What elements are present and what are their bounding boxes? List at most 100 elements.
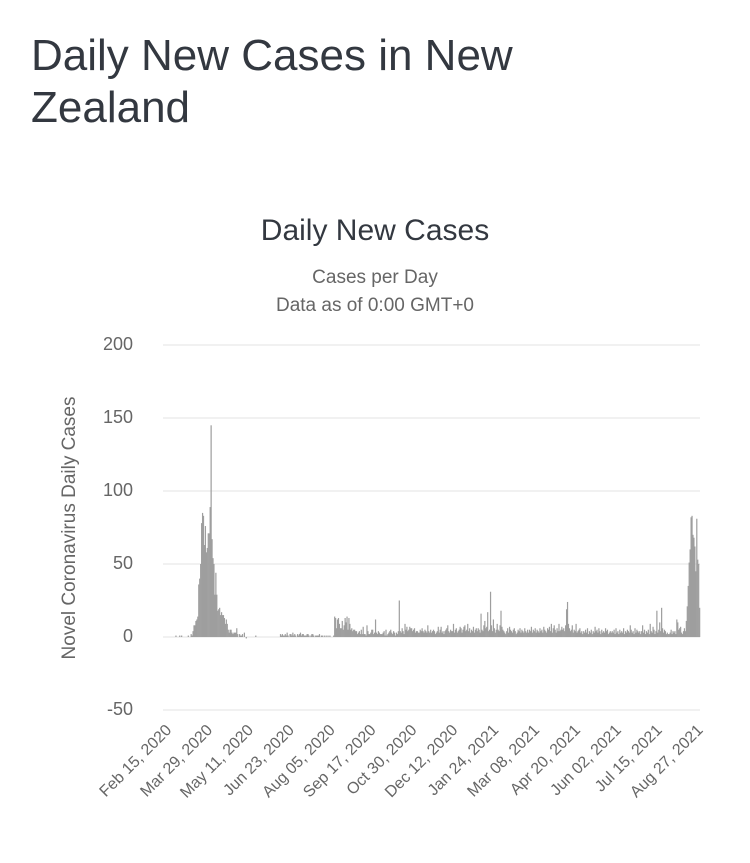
bar (536, 629, 538, 637)
bar (449, 632, 451, 637)
bar (348, 618, 350, 637)
bar (496, 623, 498, 637)
bar (313, 635, 315, 637)
y-tick-label: 150 (103, 407, 133, 427)
bar (501, 626, 503, 637)
bar (218, 609, 220, 637)
bar (455, 628, 457, 637)
bar (195, 620, 197, 637)
bar (201, 523, 203, 637)
bar (640, 634, 642, 637)
bar (283, 635, 285, 637)
bar (537, 631, 539, 637)
bar (351, 628, 353, 637)
bar (595, 631, 597, 637)
bar (382, 632, 384, 637)
bar (519, 628, 521, 637)
bar (533, 631, 535, 637)
bar (318, 634, 321, 637)
bar (405, 629, 407, 637)
bar (596, 629, 598, 637)
bar (240, 635, 243, 637)
page-title: Daily New Cases in New Zealand (31, 31, 513, 132)
bar (520, 632, 522, 637)
bar (337, 618, 340, 637)
bar (236, 628, 238, 637)
bar (499, 625, 501, 637)
bar (196, 619, 198, 637)
bar (393, 632, 396, 637)
bar (396, 634, 399, 637)
bar (578, 629, 580, 637)
bar (603, 631, 605, 637)
bar (323, 635, 325, 637)
bar (220, 615, 222, 637)
bar (403, 634, 405, 637)
bar (217, 610, 219, 637)
bar (379, 634, 381, 637)
bar (548, 626, 551, 637)
bar (621, 631, 623, 637)
bar (554, 629, 556, 637)
bar (357, 632, 360, 637)
bar (616, 632, 618, 637)
bar (221, 615, 224, 637)
bar (392, 634, 394, 637)
bar (558, 623, 560, 637)
bar (643, 629, 646, 637)
bar (370, 632, 372, 637)
bar (622, 632, 624, 637)
bar (668, 634, 670, 637)
bar (191, 635, 193, 637)
bar (663, 629, 666, 637)
y-tick-label: 50 (113, 553, 133, 573)
bar (394, 635, 397, 637)
bar (243, 632, 245, 637)
bar (514, 631, 516, 637)
bar (207, 533, 209, 637)
bar (290, 634, 292, 637)
bar (584, 632, 586, 637)
bar (479, 632, 481, 637)
bar (303, 635, 305, 637)
bar (671, 634, 673, 637)
bar (345, 622, 347, 637)
bar (350, 629, 352, 637)
bar (683, 628, 686, 637)
bar (522, 631, 524, 637)
bar (404, 623, 406, 637)
bar (609, 631, 611, 637)
bar (429, 632, 431, 637)
bar (512, 629, 514, 637)
bar (543, 626, 545, 637)
bar (684, 631, 686, 637)
bar (497, 629, 499, 637)
bar (680, 626, 682, 637)
bar (294, 634, 296, 637)
bar (524, 628, 526, 637)
bar (489, 629, 491, 637)
bar (611, 631, 613, 637)
bar (535, 632, 537, 637)
bar (453, 632, 456, 637)
bar (200, 564, 202, 637)
bar (592, 631, 594, 637)
bar (373, 634, 375, 637)
bar (666, 632, 668, 637)
bar (356, 634, 359, 637)
chart-subtitle: Data as of 0:00 GMT+0 (276, 295, 474, 316)
bar (390, 629, 392, 637)
bar (346, 616, 348, 637)
bar (431, 632, 433, 637)
bar (680, 632, 683, 637)
bar (495, 629, 497, 637)
bar (527, 629, 529, 637)
bar (378, 632, 380, 637)
bar (219, 607, 221, 637)
bar (347, 629, 349, 637)
bar (584, 629, 587, 637)
bar (626, 629, 629, 637)
bar (637, 631, 639, 637)
bar (590, 629, 592, 637)
